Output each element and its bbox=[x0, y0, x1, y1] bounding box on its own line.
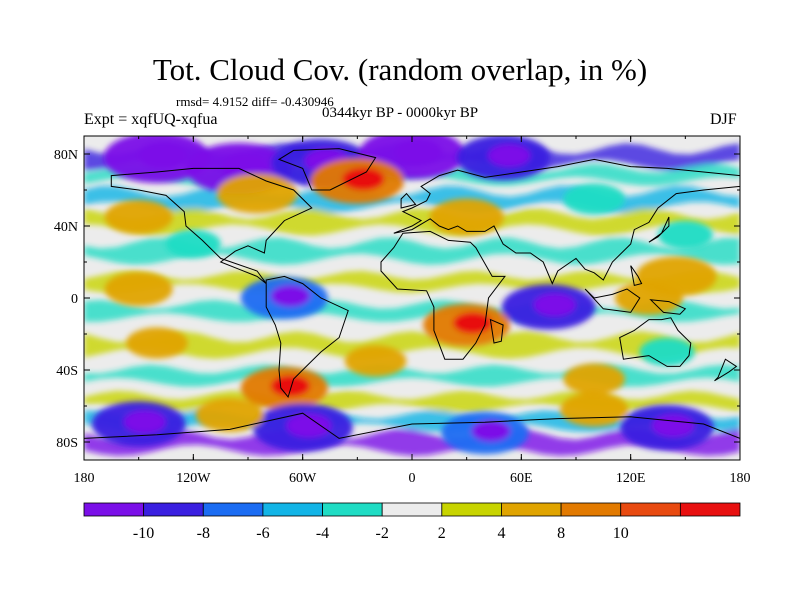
anomaly-feature bbox=[563, 183, 625, 215]
anomaly-feature bbox=[560, 392, 629, 427]
colorbar-label: -4 bbox=[316, 525, 329, 542]
colorbar-swatch bbox=[620, 502, 681, 517]
coastline bbox=[110, 167, 313, 284]
colorbar-swatch bbox=[441, 502, 502, 517]
colorbar-swatch bbox=[560, 502, 622, 517]
colorbar-swatch bbox=[322, 502, 383, 517]
stats-line: rmsd= 4.9152 diff= -0.430946 bbox=[176, 94, 334, 109]
colorbar-label: 4 bbox=[498, 525, 506, 542]
lon-tick-label: 0 bbox=[409, 471, 416, 486]
lat-tick-label: 80S bbox=[56, 436, 78, 451]
colorbar: -10 -8 -6 -4 -2 2 4 8 10 bbox=[83, 502, 741, 542]
lon-tick-label: 120E bbox=[616, 471, 646, 486]
anomaly-feature bbox=[344, 345, 407, 377]
anomaly-feature bbox=[104, 272, 173, 306]
anomaly-feature-core bbox=[286, 413, 332, 438]
lat-tick-label: 80N bbox=[54, 148, 78, 163]
lon-tick-label: 60W bbox=[289, 471, 317, 486]
longitude-ticks: 180 120W 60W 0 60E 120E 180 bbox=[74, 136, 751, 486]
coastline bbox=[277, 148, 377, 191]
lat-tick-label: 40S bbox=[56, 364, 78, 379]
colorbar-swatch bbox=[202, 502, 264, 517]
anomaly-band bbox=[84, 364, 740, 387]
anomaly-feature-core bbox=[123, 410, 166, 434]
anomaly-feature bbox=[126, 327, 188, 359]
lat-tick-label: 0 bbox=[71, 292, 78, 307]
coastline bbox=[648, 216, 670, 243]
lon-tick-label: 180 bbox=[74, 471, 95, 486]
coastline bbox=[393, 158, 740, 285]
lon-tick-label: 180 bbox=[730, 471, 751, 486]
coastline bbox=[489, 318, 504, 344]
colorbar-swatch bbox=[381, 502, 443, 517]
anomaly-feature-core bbox=[270, 285, 310, 307]
anomaly-features bbox=[91, 136, 717, 455]
map-title: Tot. Cloud Cov. (random overlap, in %) bbox=[152, 52, 648, 87]
colorbar-swatch bbox=[679, 502, 741, 517]
anomaly-feature bbox=[639, 337, 695, 367]
coastline bbox=[714, 358, 738, 382]
period-label: 0344kyr BP - 0000kyr BP bbox=[322, 105, 479, 121]
coastlines bbox=[84, 148, 740, 460]
anomaly-feature-core bbox=[533, 293, 576, 317]
anomaly-feature bbox=[104, 200, 173, 234]
anomaly-feature-core bbox=[394, 139, 442, 165]
anomaly-feature-core bbox=[221, 153, 269, 180]
coastline bbox=[400, 192, 417, 209]
anomaly-feature bbox=[216, 173, 298, 214]
anomaly-feature-core bbox=[139, 142, 187, 169]
anomaly-band bbox=[84, 208, 740, 236]
colorbar-label: -10 bbox=[133, 525, 154, 542]
coastline bbox=[630, 265, 643, 287]
anomaly-feature-core bbox=[270, 375, 310, 397]
colorbar-label: 10 bbox=[613, 525, 629, 542]
anomaly-band bbox=[84, 428, 740, 456]
anomaly-feature bbox=[614, 281, 683, 315]
colorbar-swatch bbox=[83, 502, 145, 517]
coastline bbox=[380, 230, 506, 360]
colorbar-label: 2 bbox=[438, 525, 446, 542]
anomaly-band bbox=[84, 331, 740, 359]
lat-tick-label: 40N bbox=[54, 220, 78, 235]
anomaly-feature-core bbox=[471, 420, 511, 442]
colorbar-label: -8 bbox=[197, 525, 210, 542]
anomaly-feature bbox=[657, 220, 713, 250]
lon-tick-label: 120W bbox=[176, 471, 211, 486]
map-area bbox=[84, 136, 740, 460]
anomaly-feature bbox=[165, 229, 221, 259]
anomaly-feature-core bbox=[488, 144, 531, 167]
anomaly-feature-core bbox=[342, 167, 385, 191]
coastline bbox=[84, 412, 740, 460]
colorbar-swatch bbox=[143, 502, 204, 517]
anomaly-feature-core bbox=[453, 312, 493, 334]
coastline bbox=[265, 275, 349, 399]
lon-tick-label: 60E bbox=[510, 471, 533, 486]
latitude-ticks: 80N 40N 0 40S 80S bbox=[54, 148, 740, 451]
anomaly-feature-core bbox=[652, 414, 695, 437]
experiment-label: Expt = xqfUQ-xqfua bbox=[84, 111, 218, 128]
coastline bbox=[584, 288, 641, 313]
coastline bbox=[649, 299, 687, 315]
anomaly-feature bbox=[563, 363, 625, 395]
colorbar-label: -2 bbox=[376, 525, 389, 542]
colorbar-label: 8 bbox=[557, 525, 565, 542]
anomaly-feature bbox=[429, 198, 504, 236]
colorbar-label: -6 bbox=[256, 525, 269, 542]
coastline bbox=[619, 317, 692, 367]
colorbar-swatch bbox=[501, 502, 562, 517]
colorbar-swatch bbox=[262, 502, 323, 517]
season-label: DJF bbox=[710, 111, 737, 128]
anomaly-feature bbox=[195, 398, 264, 432]
